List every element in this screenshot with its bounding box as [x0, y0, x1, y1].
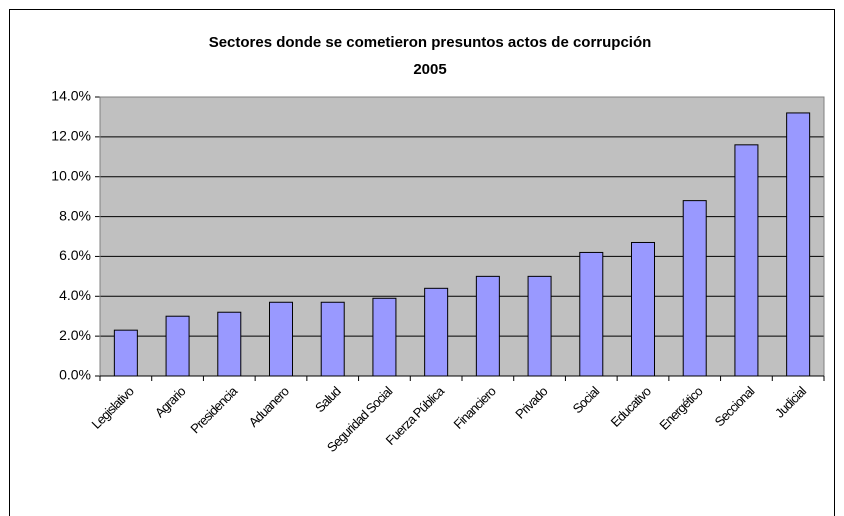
y-tick-label: 6.0% [59, 247, 91, 263]
y-tick-label: 14.0% [51, 88, 91, 104]
chart-subtitle: 2005 [413, 61, 446, 78]
bar [734, 144, 759, 377]
bar [113, 329, 138, 377]
y-tick-label: 8.0% [59, 207, 91, 223]
bar [217, 311, 242, 377]
bar [475, 275, 500, 377]
bar [320, 301, 345, 377]
bar [424, 287, 449, 377]
bar [165, 315, 190, 377]
bar [682, 200, 707, 377]
bar [579, 251, 604, 377]
y-tick-label: 12.0% [51, 128, 91, 144]
bar [631, 241, 655, 377]
bar [786, 112, 811, 377]
y-tick-label: 2.0% [59, 327, 91, 343]
chart-title: Sectores donde se cometieron presuntos a… [209, 34, 652, 51]
bar [269, 301, 293, 377]
y-tick-label: 4.0% [59, 287, 91, 303]
y-tick-label: 10.0% [51, 167, 91, 183]
bar [527, 275, 552, 377]
bar [372, 297, 397, 377]
y-tick-label: 0.0% [59, 367, 91, 383]
plot-area [100, 97, 824, 376]
